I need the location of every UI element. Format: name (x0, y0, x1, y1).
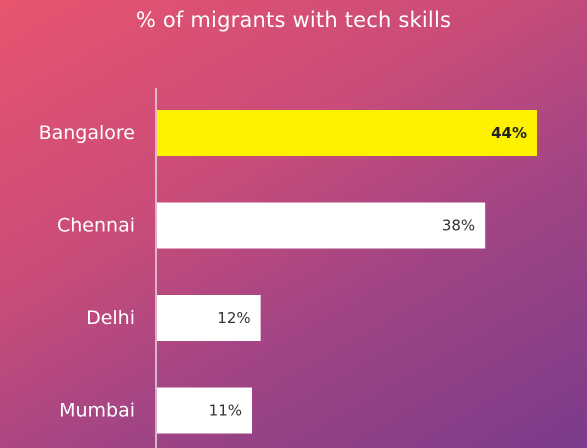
category-label-mumbai: Mumbai (59, 400, 135, 422)
bar-delhi (157, 295, 261, 341)
value-label-bangalore: 44% (491, 124, 527, 142)
chart-title: % of migrants with tech skills (135, 8, 452, 32)
category-label-delhi: Delhi (86, 307, 135, 329)
value-label-mumbai: 11% (209, 402, 242, 420)
value-label-delhi: 12% (217, 309, 250, 327)
category-label-bangalore: Bangalore (39, 122, 135, 144)
bar-bangalore (157, 110, 537, 156)
bar-chennai (157, 202, 486, 249)
bar-mumbai (157, 387, 252, 434)
value-label-chennai: 38% (442, 217, 475, 235)
bars-layer: Bangalore 44% Chennai 38% Delhi 12% Mumbai 11% (39, 110, 537, 434)
category-label-chennai: Chennai (57, 215, 135, 237)
